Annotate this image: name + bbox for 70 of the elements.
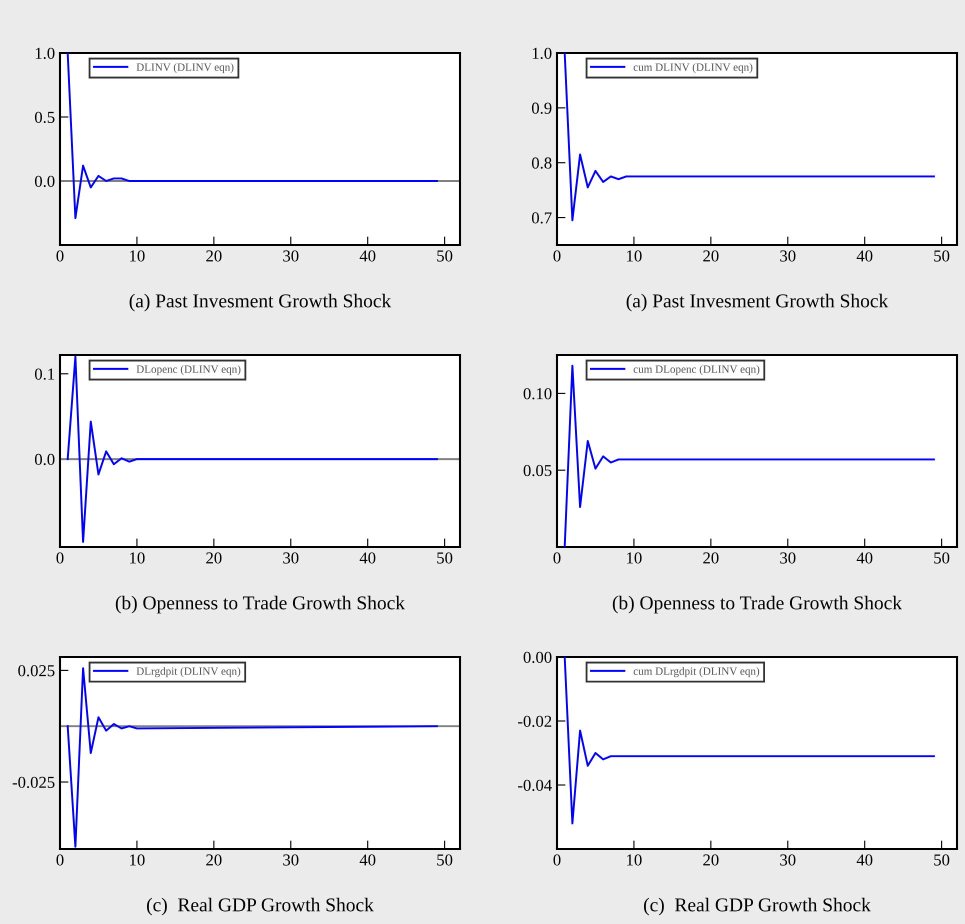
y-tick-label: 0.05 — [524, 464, 552, 476]
x-tick-label: 10 — [130, 552, 145, 564]
x-tick-label: 10 — [627, 250, 642, 262]
y-tick-label: 1.0 — [532, 48, 552, 60]
x-tick-label: 50 — [934, 552, 950, 564]
x-tick-label: 40 — [856, 552, 872, 564]
y-tick-label: 0.00 — [524, 652, 552, 664]
x-tick-label: 0 — [56, 854, 64, 866]
x-tick-label: 30 — [283, 250, 298, 262]
x-tick-label: 0 — [56, 552, 64, 564]
text: (c) Real GDP Growth Shock — [147, 898, 374, 916]
x-tick-label: 20 — [206, 552, 222, 564]
line-series — [564, 364, 935, 547]
text: (b) Openness to Trade Growth Shock — [116, 596, 406, 614]
x-tick-label: 20 — [703, 552, 719, 564]
y-tick-label: 0.7 — [532, 212, 552, 224]
x-tick-label: 30 — [780, 552, 796, 564]
text: (a) Past Invesment Growth Shock — [130, 294, 392, 312]
legend-label: DLopenc (DLINV eqn) — [136, 365, 240, 376]
x-tick-label: 20 — [206, 250, 222, 262]
x-tick-label: 30 — [780, 854, 796, 866]
text: (c) Real GDP Growth Shock — [644, 898, 871, 916]
y-tick-label: 0.9 — [532, 102, 552, 114]
x-tick-label: 10 — [627, 854, 642, 866]
legend-label: cum DLrgdpit (DLINV eqn) — [634, 667, 760, 678]
x-tick-label: 30 — [283, 552, 298, 564]
y-tick-label: 0.025 — [18, 665, 54, 676]
legend-label: cum DLINV (DLINV eqn) — [634, 63, 752, 74]
line-series — [564, 53, 935, 222]
x-tick-label: 0 — [553, 552, 561, 564]
x-tick-label: 30 — [283, 854, 298, 866]
y-tick-label: 1.0 — [36, 48, 55, 60]
y-tick-label: 0.5 — [34, 112, 54, 124]
x-tick-label: 50 — [437, 552, 452, 564]
y-tick-label: 0.10 — [524, 388, 552, 400]
x-tick-label: 30 — [780, 250, 796, 262]
line-series — [66, 356, 438, 543]
x-tick-label: 40 — [360, 854, 376, 866]
legend-label: cum DLopenc (DLINV eqn) — [634, 365, 760, 376]
x-tick-label: 50 — [934, 854, 950, 866]
x-tick-label: 0 — [553, 250, 561, 262]
x-tick-label: 40 — [856, 854, 872, 866]
x-tick-label: 50 — [437, 854, 452, 866]
y-tick-label: -0.025 — [12, 776, 54, 788]
line-series — [564, 657, 935, 824]
x-tick-label: 50 — [934, 250, 950, 262]
x-tick-label: 10 — [130, 250, 145, 262]
line-series — [66, 667, 438, 848]
x-tick-label: 10 — [130, 854, 145, 866]
x-tick-label: 20 — [703, 250, 719, 262]
y-tick-label: 0.0 — [34, 454, 55, 466]
y-tick-label: -0.02 — [518, 716, 552, 728]
x-tick-label: 10 — [627, 552, 642, 564]
y-tick-label: 0.0 — [34, 176, 55, 188]
text: (a) Past Invesment Growth Shock — [626, 294, 888, 312]
x-tick-label: 20 — [703, 854, 719, 866]
y-tick-label: 0.1 — [34, 368, 54, 380]
x-tick-label: 40 — [360, 552, 376, 564]
x-tick-label: 40 — [856, 250, 872, 262]
y-tick-label: 0.8 — [532, 157, 552, 169]
x-tick-label: 50 — [437, 250, 452, 262]
y-tick-label: -0.04 — [518, 780, 552, 792]
x-tick-label: 20 — [206, 854, 222, 866]
x-tick-label: 0 — [56, 250, 64, 262]
legend-label: DLrgdpit (DLINV eqn) — [136, 667, 240, 678]
x-tick-label: 0 — [553, 854, 561, 866]
legend-label: DLINV (DLINV eqn) — [136, 63, 234, 74]
line-series — [66, 53, 438, 220]
text: (b) Openness to Trade Growth Shock — [612, 596, 902, 614]
x-tick-label: 40 — [360, 250, 376, 262]
